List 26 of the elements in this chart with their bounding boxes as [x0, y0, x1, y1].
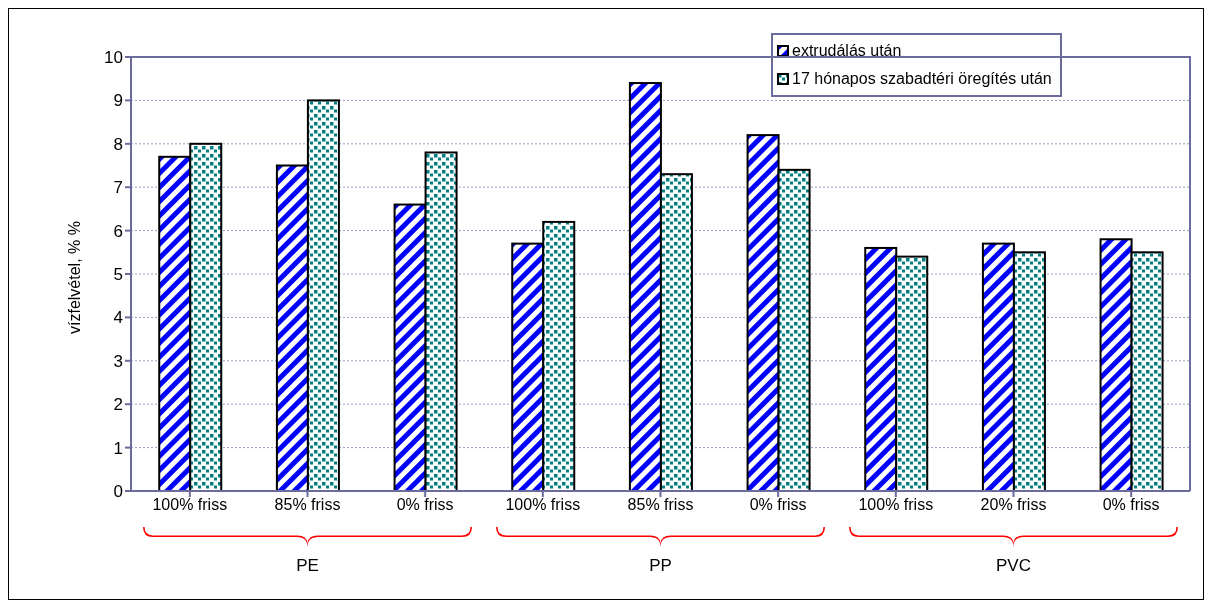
x-tick-label: 0% friss: [749, 496, 807, 514]
y-tick-label: 9: [113, 91, 123, 111]
y-tick-label: 0: [113, 482, 123, 502]
y-tick-label: 10: [104, 48, 123, 68]
x-tick-label: 0% friss: [396, 496, 454, 514]
text: PP: [649, 556, 672, 575]
y-tick-label: 2: [113, 395, 123, 415]
y-axis-title: vízfelvétel, % %: [65, 221, 83, 334]
x-tick-label: 100% friss: [152, 496, 228, 514]
x-tick-label: 85% friss: [274, 496, 341, 514]
x-tick-label: 100% friss: [858, 496, 934, 514]
y-tick-label: 7: [113, 178, 123, 198]
y-tick-label: 3: [113, 351, 123, 371]
y-tick-label: 8: [113, 134, 123, 154]
x-tick-label: 85% friss: [627, 496, 694, 514]
legend-label: extrudálás után: [792, 42, 902, 60]
x-tick-label: 20% friss: [980, 496, 1047, 514]
y-tick-label: 4: [113, 308, 123, 328]
x-tick-label: 100% friss: [505, 496, 581, 514]
x-tick-label: 0% friss: [1102, 496, 1160, 514]
y-tick-label: 6: [113, 221, 123, 241]
text: PE: [296, 556, 319, 575]
y-tick-label: 5: [113, 265, 123, 285]
legend-label: 17 hónapos szabadtéri öregítés után: [792, 70, 1052, 88]
text: PVC: [996, 556, 1031, 575]
y-tick-label: 1: [113, 438, 123, 458]
